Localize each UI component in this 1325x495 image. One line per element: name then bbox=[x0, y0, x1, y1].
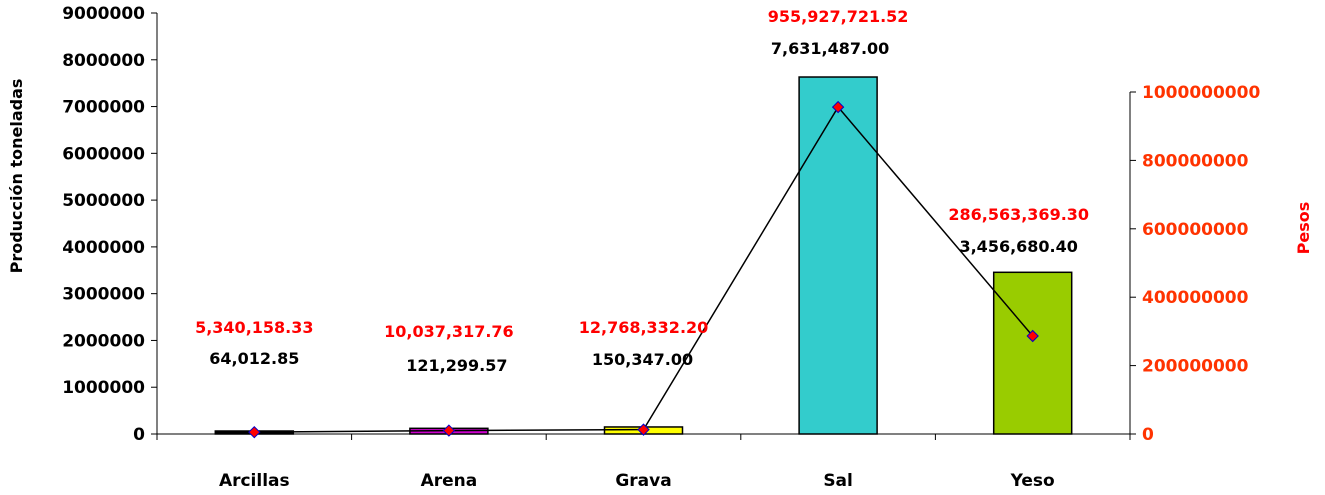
y-tick-label: 4000000 bbox=[62, 238, 145, 258]
y-axis-title: Producción toneladas bbox=[7, 79, 26, 274]
line-path bbox=[254, 105, 1034, 433]
x-tick-label: Arcillas bbox=[219, 471, 290, 491]
y-tick-label: 9000000 bbox=[62, 4, 145, 24]
bar-data-label: 64,012.85 bbox=[209, 349, 299, 368]
bar bbox=[992, 271, 1073, 435]
x-tick-label: Yeso bbox=[1010, 471, 1055, 491]
y-tick-label: 6000000 bbox=[62, 144, 145, 164]
y-tick-label: 8000000 bbox=[62, 51, 145, 71]
y2-tick-label: 600000000 bbox=[1142, 220, 1249, 240]
line-point bbox=[248, 425, 261, 439]
y2-tick-label: 800000000 bbox=[1142, 151, 1249, 171]
line-data-label: 10,037,317.76 bbox=[384, 322, 514, 341]
line-series bbox=[248, 100, 1039, 439]
x-tick-label: Grava bbox=[615, 471, 671, 491]
y-tick-label: 0 bbox=[133, 425, 145, 445]
line-data-label: 286,563,369.30 bbox=[948, 205, 1089, 224]
y2-axis-title: Pesos bbox=[1294, 202, 1313, 255]
y2-tick-label: 200000000 bbox=[1142, 357, 1249, 377]
line-data-label: 5,340,158.33 bbox=[195, 318, 313, 337]
bar-data-label: 121,299.57 bbox=[406, 356, 507, 375]
x-tick-label: Arena bbox=[421, 471, 478, 491]
y-tick-label: 2000000 bbox=[62, 331, 145, 351]
bar-data-label: 150,347.00 bbox=[592, 350, 693, 369]
y-tick-label: 5000000 bbox=[62, 191, 145, 211]
line-point bbox=[637, 423, 650, 436]
axes: 0 1000000 2000000 3000000 4000000 5000000 6000… bbox=[62, 4, 1260, 491]
y-tick-label: 7000000 bbox=[62, 98, 145, 118]
y2-tick-label: 0 bbox=[1142, 425, 1154, 445]
line-data-label: 955,927,721.52 bbox=[768, 7, 909, 26]
line-point bbox=[1026, 329, 1039, 343]
line-data-label: 12,768,332.20 bbox=[579, 318, 709, 337]
bars bbox=[214, 76, 1073, 435]
y-tick-label: 3000000 bbox=[62, 285, 145, 305]
bar bbox=[798, 76, 878, 435]
data-labels: 64,012.85 121,299.57 150,347.00 7,631,487.0… bbox=[195, 7, 1089, 375]
y-tick-label: 1000000 bbox=[62, 378, 145, 398]
line-point bbox=[831, 100, 845, 114]
y2-tick-label: 1000000000 bbox=[1142, 83, 1260, 103]
bar-data-label: 3,456,680.40 bbox=[959, 237, 1077, 256]
y2-tick-label: 400000000 bbox=[1142, 288, 1249, 308]
x-tick-label: Sal bbox=[823, 471, 853, 491]
line-point bbox=[442, 424, 456, 437]
bar-data-label: 7,631,487.00 bbox=[771, 39, 889, 58]
